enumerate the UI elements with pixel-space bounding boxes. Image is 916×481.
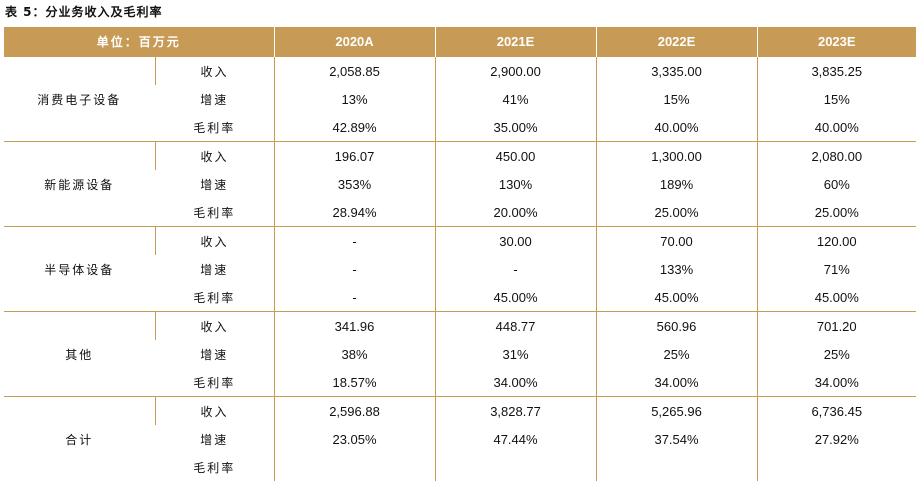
value-cell: 353% — [274, 170, 435, 198]
metric-label: 收入 — [155, 57, 274, 86]
value-cell: 189% — [596, 170, 757, 198]
value-cell: 31% — [435, 340, 596, 368]
value-cell — [757, 453, 916, 481]
year-header: 2022E — [596, 27, 757, 57]
value-cell: 25% — [757, 340, 916, 368]
metric-label: 增速 — [155, 170, 274, 198]
value-cell: 2,058.85 — [274, 57, 435, 86]
metric-label: 毛利率 — [155, 198, 274, 227]
value-cell: 448.77 — [435, 312, 596, 341]
value-cell: 25% — [596, 340, 757, 368]
value-cell: 1,300.00 — [596, 142, 757, 171]
value-cell: 47.44% — [435, 425, 596, 453]
value-cell: 560.96 — [596, 312, 757, 341]
metric-label: 收入 — [155, 227, 274, 256]
metric-label: 增速 — [155, 340, 274, 368]
value-cell: 34.00% — [435, 368, 596, 397]
value-cell: 133% — [596, 255, 757, 283]
value-cell: - — [274, 227, 435, 256]
value-cell: 3,828.77 — [435, 397, 596, 426]
value-cell: 34.00% — [757, 368, 916, 397]
metric-label: 毛利率 — [155, 453, 274, 481]
value-cell: - — [274, 255, 435, 283]
value-cell: 20.00% — [435, 198, 596, 227]
value-cell: 2,080.00 — [757, 142, 916, 171]
value-cell: 45.00% — [435, 283, 596, 312]
value-cell — [274, 453, 435, 481]
value-cell: 6,736.45 — [757, 397, 916, 426]
value-cell: 130% — [435, 170, 596, 198]
value-cell: - — [274, 283, 435, 312]
value-cell: 37.54% — [596, 425, 757, 453]
table-caption: 表 5：分业务收入及毛利率 — [5, 3, 163, 20]
metric-label: 增速 — [155, 85, 274, 113]
value-cell: 41% — [435, 85, 596, 113]
value-cell: 3,335.00 — [596, 57, 757, 86]
value-cell: 120.00 — [757, 227, 916, 256]
value-cell: 42.89% — [274, 113, 435, 142]
header-row: 单位：百万元 2020A 2021E 2022E 2023E — [4, 27, 916, 57]
value-cell: 70.00 — [596, 227, 757, 256]
metric-label: 增速 — [155, 255, 274, 283]
metric-label: 毛利率 — [155, 368, 274, 397]
segment-name: 合计 — [4, 397, 155, 481]
value-cell: 2,596.88 — [274, 397, 435, 426]
segment-name: 半导体设备 — [4, 227, 155, 312]
value-cell: 38% — [274, 340, 435, 368]
value-cell: 71% — [757, 255, 916, 283]
value-cell: 450.00 — [435, 142, 596, 171]
value-cell: 40.00% — [757, 113, 916, 142]
value-cell: 701.20 — [757, 312, 916, 341]
segment-name: 新能源设备 — [4, 142, 155, 227]
metric-label: 增速 — [155, 425, 274, 453]
metric-label: 毛利率 — [155, 113, 274, 142]
value-cell: 341.96 — [274, 312, 435, 341]
value-cell: 35.00% — [435, 113, 596, 142]
value-cell: 15% — [757, 85, 916, 113]
value-cell: 25.00% — [596, 198, 757, 227]
value-cell: 27.92% — [757, 425, 916, 453]
value-cell: - — [435, 255, 596, 283]
metric-label: 收入 — [155, 142, 274, 171]
value-cell: 13% — [274, 85, 435, 113]
value-cell: 60% — [757, 170, 916, 198]
value-cell: 40.00% — [596, 113, 757, 142]
value-cell: 18.57% — [274, 368, 435, 397]
value-cell: 3,835.25 — [757, 57, 916, 86]
metric-label: 毛利率 — [155, 283, 274, 312]
metric-label: 收入 — [155, 312, 274, 341]
value-cell: 23.05% — [274, 425, 435, 453]
value-cell: 5,265.96 — [596, 397, 757, 426]
value-cell — [435, 453, 596, 481]
segment-name: 消费电子设备 — [4, 57, 155, 142]
segment-name: 其他 — [4, 312, 155, 397]
value-cell: 30.00 — [435, 227, 596, 256]
unit-header: 单位：百万元 — [4, 27, 274, 57]
value-cell: 15% — [596, 85, 757, 113]
value-cell: 45.00% — [596, 283, 757, 312]
year-header: 2023E — [757, 27, 916, 57]
year-header: 2020A — [274, 27, 435, 57]
value-cell: 196.07 — [274, 142, 435, 171]
value-cell: 34.00% — [596, 368, 757, 397]
metric-label: 收入 — [155, 397, 274, 426]
value-cell: 25.00% — [757, 198, 916, 227]
year-header: 2021E — [435, 27, 596, 57]
value-cell: 45.00% — [757, 283, 916, 312]
value-cell: 2,900.00 — [435, 57, 596, 86]
value-cell: 28.94% — [274, 198, 435, 227]
value-cell — [596, 453, 757, 481]
